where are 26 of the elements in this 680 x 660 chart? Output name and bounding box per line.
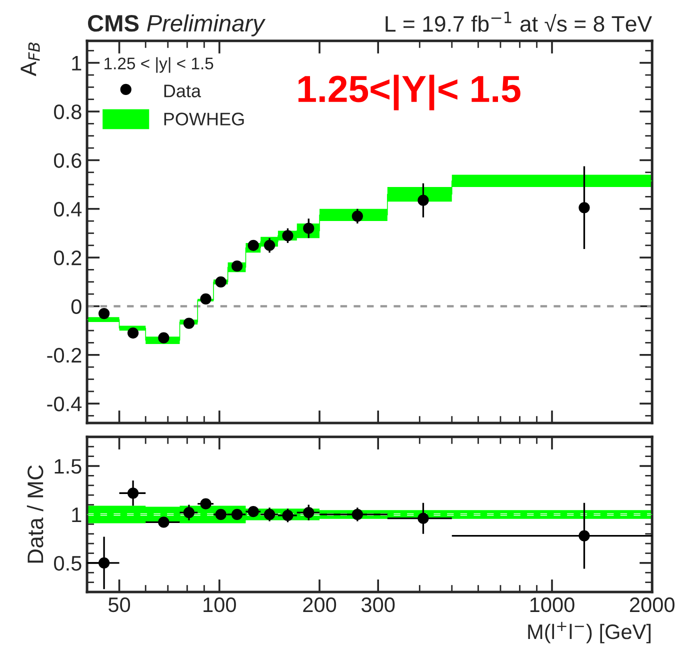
chart-title: CMS Preliminary (88, 14, 266, 36)
text: L = 19.7 fb$^{−1}$ at √s = 8 TeV (386, 12, 652, 32)
y-axis-title: A$_{FB}$ (20, 42, 40, 76)
legend-title: 1.25 < |y| < 1.5 (104, 57, 214, 73)
y-tick-label: 0.4 (54, 202, 82, 217)
y-tick-label: 0.6 (54, 153, 82, 168)
x-tick-label: 200 (303, 597, 336, 612)
y-tick-label: -0.4 (47, 396, 82, 412)
y-axis-title: Data / MC (26, 465, 44, 563)
legend-label: Data (164, 84, 202, 98)
x-tick-label: 50 (108, 597, 130, 612)
y-tick-label: -0.2 (47, 348, 82, 363)
x-tick-label: 1000 (530, 597, 574, 612)
y-tick-label: 0.2 (54, 250, 82, 266)
x-tick-label: 2000 (630, 597, 674, 612)
y-tick-label: 0 (71, 299, 82, 314)
y-tick-label: 1 (72, 508, 82, 522)
x-tick-label: 100 (204, 597, 236, 612)
y-tick-label: 1.5 (54, 459, 82, 474)
x-tick-label: 300 (362, 597, 395, 612)
y-tick-label: 0.5 (54, 556, 82, 571)
annotation: 1.25<|Y|< 1.5 (298, 74, 520, 110)
y-tick-label: 1 (72, 56, 82, 70)
y-tick-label: 0.8 (54, 104, 82, 120)
legend-label: POWHEG (164, 112, 244, 126)
x-axis-title: M(l$^{+}$l$^{−}$) [GeV] (528, 622, 651, 644)
